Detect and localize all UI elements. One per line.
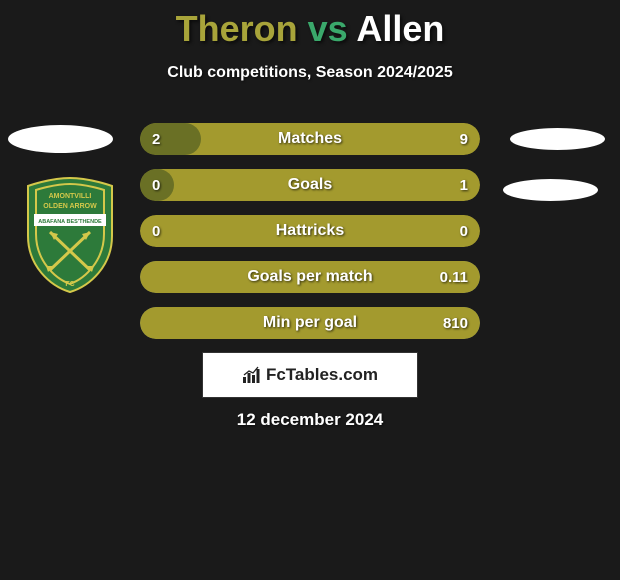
stat-label: Matches (140, 123, 480, 155)
subtitle: Club competitions, Season 2024/2025 (0, 64, 620, 82)
stat-row: 00Hattricks (140, 215, 480, 247)
comparison-title: Theron vs Allen (0, 0, 620, 50)
shield-banner-text: ABAFANA BES'THENDE (38, 219, 102, 225)
player2-name: Allen (356, 8, 444, 49)
decorative-ellipse (510, 128, 605, 150)
stat-label: Goals (140, 169, 480, 201)
decorative-ellipse (503, 179, 598, 201)
shield-fc-text: FC (65, 281, 74, 288)
shield-top-text: AMONTVILLI (49, 193, 92, 200)
date-text: 12 december 2024 (0, 410, 620, 430)
stat-row: 01Goals (140, 169, 480, 201)
decorative-ellipse (8, 125, 113, 153)
player1-name: Theron (176, 8, 298, 49)
brand-text: FcTables.com (266, 365, 378, 385)
stats-container: 29Matches 01Goals 00Hattricks 0.11Goals per… (140, 123, 480, 353)
stat-label: Goals per match (140, 261, 480, 293)
stat-label: Min per goal (140, 307, 480, 339)
stat-row: 0.11Goals per match (140, 261, 480, 293)
brand-box[interactable]: FcTables.com (202, 352, 418, 398)
vs-text: vs (308, 8, 348, 49)
shield-mid-text: OLDEN ARROW (43, 203, 97, 210)
stat-row: 29Matches (140, 123, 480, 155)
bar-chart-icon (242, 366, 262, 384)
club-shield-icon: AMONTVILLI OLDEN ARROW ABAFANA BES'THEND… (20, 176, 120, 294)
stat-label: Hattricks (140, 215, 480, 247)
stat-row: 810Min per goal (140, 307, 480, 339)
